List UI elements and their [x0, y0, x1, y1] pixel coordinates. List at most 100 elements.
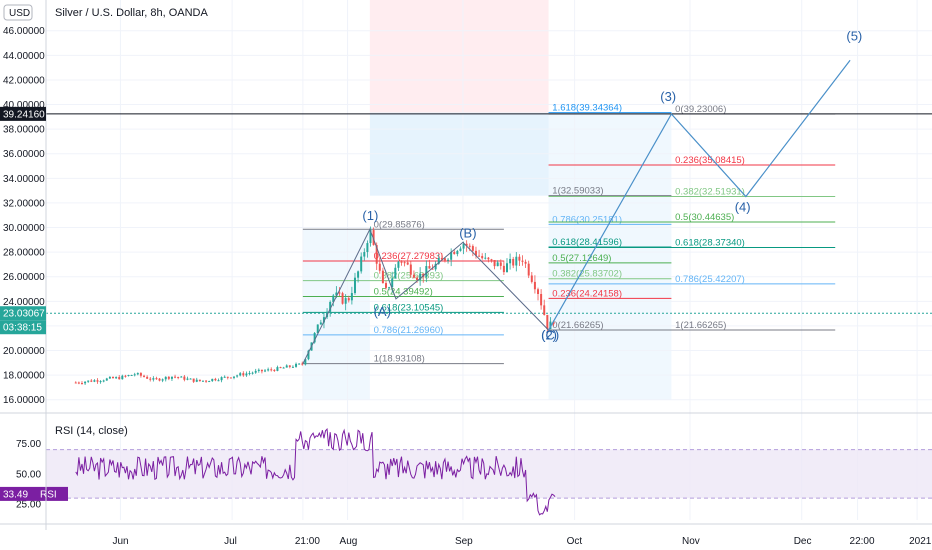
candle-body [229, 377, 232, 379]
candle-body [115, 377, 118, 379]
candle-body [211, 378, 214, 382]
candle-body [270, 369, 273, 371]
candle-body [295, 363, 298, 367]
rsi-pane[interactable]: 25.00 50.00 75.00 33.49 RSI [0, 427, 932, 516]
candle-body [332, 295, 335, 302]
y-tick-label: 42.00000 [3, 75, 45, 86]
x-tick-label: Oct [567, 536, 583, 547]
candle-body [279, 367, 282, 369]
candle-body [471, 246, 474, 251]
x-tick-label: 22:00 [850, 536, 875, 547]
candle-body [403, 262, 406, 264]
candle-body [512, 258, 515, 266]
fib-level-label: 1(18.93108) [374, 354, 425, 365]
currency-button[interactable] [3, 4, 33, 21]
fib-level-label: 0.5(30.44635) [675, 212, 734, 223]
rsi-current-tag [0, 486, 68, 501]
candle-body [378, 263, 381, 271]
candle-body [189, 378, 192, 380]
x-tick-label: 2021 [909, 536, 932, 547]
candle-body [254, 370, 257, 373]
wave-label: (5) [846, 29, 862, 44]
candle-body [397, 261, 400, 268]
candle-body [406, 262, 409, 265]
candle-body [428, 266, 431, 269]
candle-body [366, 243, 369, 253]
candle-body [546, 314, 549, 330]
candle-body [167, 376, 170, 379]
grid [46, 0, 932, 520]
candle-body [248, 373, 251, 375]
x-tick-label: Sep [455, 536, 473, 547]
candle-body [481, 256, 484, 259]
candle-body [149, 378, 152, 380]
candle-body [409, 264, 412, 275]
candle-body [146, 376, 149, 379]
y-tick-label: 38.00000 [3, 125, 45, 136]
candle-body [177, 376, 180, 378]
y-tick-label: 34.00000 [3, 174, 45, 185]
candle-body [118, 377, 121, 380]
y-tick-label: 44.00000 [3, 51, 45, 62]
y-tick-label: 16.00000 [3, 395, 45, 406]
candle-body [232, 376, 235, 378]
price-level-tag [0, 106, 46, 121]
candle-body [180, 376, 183, 378]
fib-retracements[interactable]: 0(29.85876) 0.236(27.27983) 0.382(25.68393… [302, 103, 836, 365]
candle-body [208, 381, 211, 383]
candle-body [161, 379, 164, 381]
fib-level-label: 0.382(25.83702) [552, 269, 622, 280]
rsi-line [75, 427, 556, 516]
candle-body [276, 367, 279, 371]
y-tick-label: 18.00000 [3, 371, 45, 382]
candle-body [143, 375, 146, 377]
fib-level-label: 0.236(24.24158) [552, 288, 622, 299]
x-tick-label: Jun [112, 536, 128, 547]
y-tick-label: 28.00000 [3, 248, 45, 259]
currency-label: USD [9, 8, 30, 19]
candle-body [468, 245, 471, 247]
fib-level-label: 0.618(23.10545) [374, 302, 444, 313]
elliott-waves[interactable]: (1) (A) (B) (C)(2) (3) (4) (5) [302, 29, 862, 364]
candle-body [335, 292, 338, 296]
y-tick-label: 40.00000 [3, 100, 45, 111]
candle-body [183, 376, 186, 380]
candle-body [192, 378, 195, 382]
candle-body [80, 383, 83, 385]
x-tick-label: 21:00 [295, 536, 320, 547]
candle-body [93, 380, 96, 382]
candle-body [170, 376, 173, 379]
candle-body [385, 283, 388, 288]
candle-body [102, 380, 105, 382]
candle-body [251, 372, 254, 374]
candle-body [291, 366, 294, 368]
candle-body [112, 377, 115, 379]
candle-body [220, 377, 223, 381]
candle-body [524, 261, 527, 264]
zone-wave3 [548, 114, 672, 400]
candle-body [344, 298, 347, 304]
price-level-label: 39.24160 [3, 109, 45, 120]
candle-body [260, 369, 263, 372]
candle-body [87, 380, 90, 382]
candle-body [502, 265, 505, 273]
candle-body [174, 376, 177, 378]
candle-body [493, 259, 496, 267]
candle-body [509, 258, 512, 264]
candle-body [239, 373, 242, 376]
zone-wave1 [302, 229, 370, 400]
wave-label: (3) [660, 89, 676, 104]
candle-body [437, 257, 440, 264]
candle-body [313, 332, 316, 343]
candle-body [217, 380, 220, 382]
candle-body [360, 256, 363, 272]
candle-body [419, 273, 422, 280]
candle-body [298, 363, 301, 365]
candle-body [288, 365, 291, 367]
candle-body [357, 271, 360, 278]
candle-body [431, 268, 434, 270]
fib-level-label: 0(29.85876) [374, 219, 425, 230]
x-tick-label: Nov [682, 536, 700, 547]
